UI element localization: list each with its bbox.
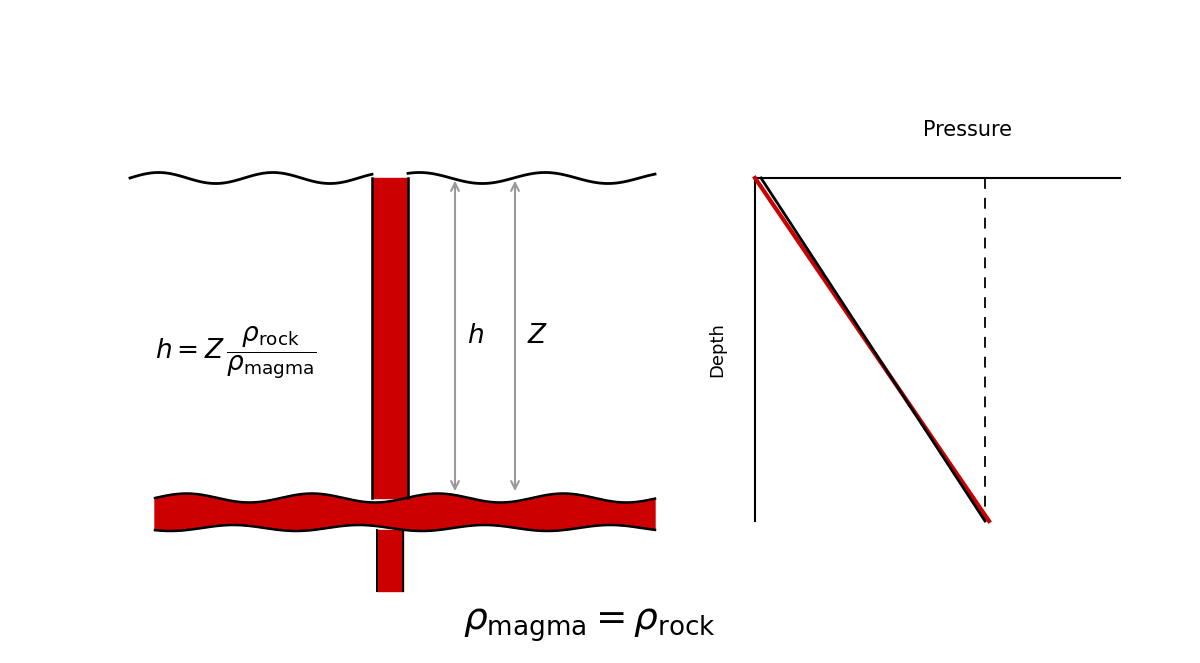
Text: Pressure: Pressure — [923, 120, 1012, 140]
Text: $\rho_{\mathrm{magma}} = \rho_{\mathrm{rock}}$: $\rho_{\mathrm{magma}} = \rho_{\mathrm{r… — [463, 606, 716, 644]
Text: Depth: Depth — [708, 322, 726, 377]
Polygon shape — [155, 493, 655, 531]
Text: $h$: $h$ — [467, 323, 484, 349]
Text: $h = Z\,\dfrac{\rho_{\mathrm{rock}}}{\rho_{\mathrm{magma}}}$: $h = Z\,\dfrac{\rho_{\mathrm{rock}}}{\rh… — [155, 325, 317, 381]
Text: $Z$: $Z$ — [527, 323, 548, 349]
